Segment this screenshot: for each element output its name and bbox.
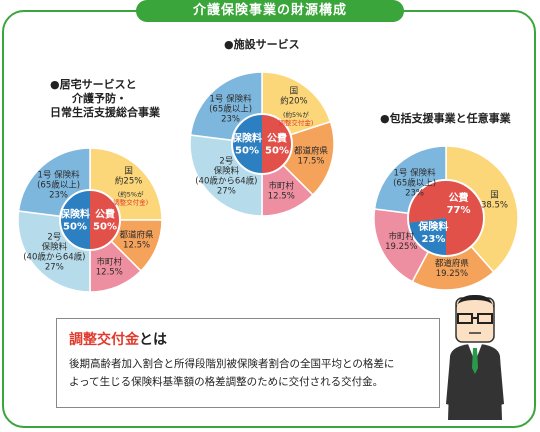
chart-title-line: ●居宅サービスと [50, 78, 137, 91]
slice-label: 国 38.5% [481, 191, 508, 211]
slice-label: 都道府県 19.25% [435, 258, 470, 279]
slice-sub-label: (約5%が [283, 110, 309, 119]
businessman-illustration [446, 294, 504, 420]
slice-label: 1号 保険料(65歳以上) 23% [393, 167, 436, 198]
slice-label: 2号保険料(40歳から64歳) 27% [195, 156, 257, 196]
note-box: 調整交付金とは 後期高齢者加入割合と所得段階別被保険者割合の全国平均との格差に … [56, 318, 440, 408]
inner-label: 保険料 50% [59, 208, 90, 233]
slice-label: 1号 保険料(65歳以上) 23% [37, 169, 80, 200]
page-title: 介護保険事業の財源構成 [136, 0, 404, 22]
slice-label: 国約25% [115, 166, 142, 186]
slice-label: 1号 保険料(65歳以上) 23% [209, 93, 252, 124]
pie-chart-2: 国 38.5% 都道府県 19.25% 市町村 19.25% 1号 保険料(65歳以上) 23… [373, 145, 519, 291]
inner-ring-outline [407, 179, 485, 257]
chart-title-facility-services: ●施設サービス [224, 38, 300, 51]
note-line: よって生じる保険料基準額の格差調整のために交付される交付金。 [69, 376, 384, 388]
note-body: 後期高齢者加入割合と所得段階別被保険者割合の全国平均との格差に よって生じる保険… [69, 355, 429, 391]
slice-sub-label-highlight: 調整交付金) [113, 198, 148, 207]
note-term: 調整交付金 [69, 332, 139, 348]
chart-title-line: 介護予防・ [72, 92, 127, 105]
note-heading: 調整交付金とは [69, 329, 167, 349]
inner-label: 保険料 50% [231, 132, 262, 157]
inner-ring-outline [59, 189, 121, 251]
inner-pie-slice [60, 190, 90, 250]
inner-pie-slice [262, 114, 292, 174]
chart-title-comprehensive-support: ●包括支援事業と任意事業 [380, 112, 511, 125]
slice-label: 都道府県 12.5% [120, 229, 155, 250]
chart-title-home-services: ●居宅サービスと 介護予防・ 日常生活支援総合事業 [50, 78, 210, 120]
inner-pie-slice [90, 190, 120, 250]
inner-label: 保険料 23% [417, 220, 448, 245]
slice-label: 国約20% [280, 87, 307, 107]
slice-label: 市町村 12.5% [268, 181, 295, 202]
inner-pie-slice [232, 114, 262, 174]
slice-sub-label: (約5%が [118, 190, 144, 199]
inner-ring-outline [231, 113, 293, 175]
slice-label: 都道府県 17.5% [294, 146, 329, 167]
inner-label: 公費 50% [265, 132, 289, 157]
slice-sub-label-highlight: 調整交付金) [278, 118, 313, 127]
slice-label: 2号保険料(40歳から64歳) 27% [23, 232, 85, 272]
inner-pie-slice [408, 180, 485, 256]
note-term-suffix: とは [139, 332, 167, 348]
slice-label: 市町村 12.5% [96, 257, 123, 278]
inner-pie-slice [408, 218, 446, 256]
note-line: 後期高齢者加入割合と所得段階別被保険者割合の全国平均との格差に [69, 358, 395, 370]
slice-label: 市町村 19.25% [385, 231, 417, 252]
inner-label: 公費 77% [447, 191, 471, 216]
inner-label: 公費 50% [93, 208, 117, 233]
chart-title-line: 日常生活支援総合事業 [50, 106, 160, 119]
